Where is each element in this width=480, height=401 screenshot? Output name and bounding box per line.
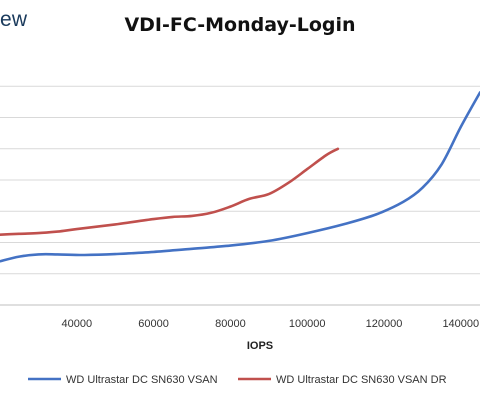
x-axis-label: IOPS	[247, 340, 273, 352]
legend-label-1: WD Ultrastar DC SN630 VSAN	[66, 374, 218, 386]
x-tick-label: 40000	[62, 318, 93, 330]
x-tick-label: 120000	[366, 318, 403, 330]
chart-title: VDI-FC-Monday-Login	[124, 14, 356, 36]
legend-label-2: WD Ultrastar DC SN630 VSAN DR	[276, 374, 447, 386]
x-tick-label: 80000	[215, 318, 246, 330]
x-tick-label: 140000	[442, 318, 479, 330]
x-tick-labels: 40000 60000 80000 100000 120000 140000	[62, 318, 480, 330]
x-tick-label: 60000	[138, 318, 169, 330]
series-line-1	[0, 91, 480, 263]
grid-lines	[0, 85, 480, 306]
series-line-2	[0, 147, 340, 236]
legend: WD Ultrastar DC SN630 VSAN WD Ultrastar D…	[28, 374, 447, 386]
logo-fragment: ew	[0, 8, 28, 31]
x-tick-label: 100000	[289, 318, 326, 330]
series-lines	[0, 91, 480, 263]
